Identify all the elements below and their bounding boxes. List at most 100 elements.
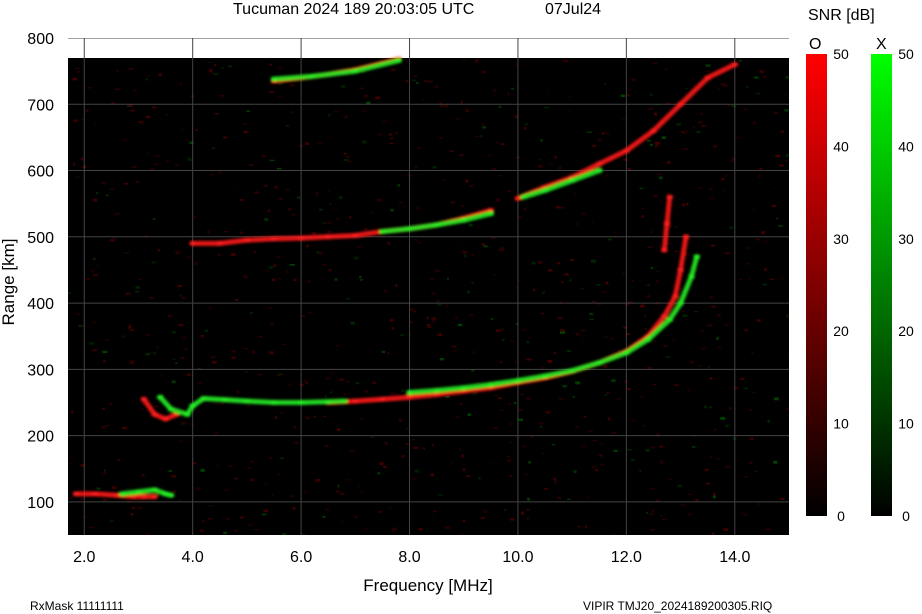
noise-speck	[552, 444, 556, 446]
noise-speck	[440, 105, 443, 108]
noise-speck	[211, 356, 216, 359]
noise-speck	[382, 120, 387, 123]
noise-speck	[209, 69, 213, 72]
noise-speck	[605, 281, 609, 285]
noise-speck	[526, 340, 529, 344]
noise-speck	[337, 484, 340, 488]
noise-speck	[694, 311, 698, 313]
noise-speck	[721, 177, 725, 181]
noise-speck	[586, 131, 592, 133]
noise-speck	[720, 416, 726, 420]
y-tick-label: 400	[27, 296, 54, 313]
noise-speck	[114, 212, 120, 216]
noise-speck	[415, 82, 419, 84]
noise-speck	[166, 160, 170, 162]
noise-speck	[415, 207, 420, 210]
noise-speck	[358, 491, 364, 493]
noise-speck	[89, 342, 94, 345]
noise-speck	[695, 269, 700, 271]
noise-speck	[493, 274, 496, 276]
x-mode-point	[487, 211, 494, 216]
noise-speck	[609, 337, 614, 340]
noise-speck	[414, 239, 419, 241]
noise-speck	[223, 136, 227, 139]
noise-speck	[555, 206, 561, 209]
x-tick-label: 14.0	[719, 549, 750, 566]
noise-speck	[432, 320, 436, 323]
noise-speck	[750, 352, 754, 355]
noise-speck	[175, 362, 178, 365]
noise-speck	[85, 109, 89, 113]
noise-speck	[431, 292, 436, 295]
x-mode-point	[520, 195, 527, 199]
noise-speck	[688, 493, 691, 496]
colorbar-o-tick: 40	[833, 138, 849, 154]
noise-speck	[305, 142, 310, 145]
noise-speck	[628, 59, 631, 61]
colorbar-x-tick: 50	[898, 46, 914, 62]
noise-speck	[261, 155, 266, 158]
noise-speck	[591, 145, 596, 147]
noise-speck	[654, 112, 657, 116]
noise-speck	[600, 463, 604, 466]
noise-speck	[128, 326, 131, 329]
noise-speck	[510, 518, 515, 521]
noise-speck	[592, 466, 597, 468]
noise-speck	[250, 460, 255, 463]
noise-speck	[622, 272, 625, 275]
noise-speck	[514, 64, 519, 67]
noise-speck	[656, 280, 659, 283]
noise-speck	[231, 356, 236, 359]
noise-speck	[674, 226, 677, 228]
noise-speck	[290, 111, 294, 114]
noise-speck	[458, 323, 463, 327]
noise-speck	[87, 87, 92, 89]
noise-speck	[243, 275, 248, 279]
noise-speck	[364, 528, 369, 530]
noise-speck	[197, 382, 202, 384]
noise-speck	[591, 220, 594, 223]
noise-speck	[168, 470, 172, 472]
x-mode-point	[151, 487, 158, 492]
noise-speck	[292, 213, 295, 216]
noise-speck	[93, 257, 96, 259]
noise-speck	[675, 250, 679, 252]
noise-speck	[526, 397, 531, 400]
noise-speck	[323, 222, 326, 224]
noise-speck	[753, 121, 756, 125]
noise-speck	[757, 174, 762, 178]
noise-speck	[324, 444, 329, 447]
noise-speck	[319, 208, 323, 211]
noise-speck	[627, 168, 631, 171]
noise-speck	[481, 243, 485, 246]
noise-speck	[507, 459, 512, 462]
o-mode-point	[596, 161, 603, 166]
noise-speck	[522, 445, 526, 448]
noise-speck	[653, 194, 658, 198]
noise-speck	[613, 449, 618, 452]
noise-speck	[110, 188, 114, 190]
noise-speck	[745, 263, 750, 265]
noise-speck	[335, 344, 339, 347]
noise-speck	[361, 71, 366, 73]
noise-speck	[493, 427, 498, 429]
noise-speck	[354, 256, 359, 260]
noise-speck	[707, 366, 710, 369]
noise-speck	[109, 402, 113, 405]
noise-speck	[417, 242, 421, 244]
noise-speck	[181, 297, 186, 299]
colorbar-x-tick: 0	[902, 508, 910, 524]
noise-speck	[433, 511, 437, 513]
x-mode-point	[406, 390, 413, 395]
noise-speck	[456, 118, 460, 121]
noise-speck	[761, 231, 765, 235]
noise-speck	[467, 413, 472, 417]
noise-speck	[729, 407, 732, 410]
noise-speck	[137, 506, 143, 509]
noise-speck	[387, 241, 390, 245]
noise-speck	[439, 102, 442, 105]
noise-speck	[248, 164, 254, 166]
noise-speck	[696, 131, 700, 134]
noise-speck	[646, 139, 651, 142]
noise-speck	[92, 349, 97, 352]
